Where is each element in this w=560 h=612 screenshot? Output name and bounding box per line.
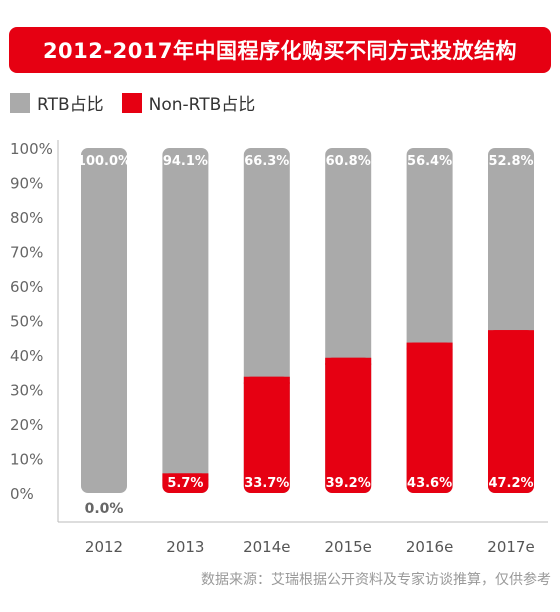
bar-non-rtb <box>325 357 372 493</box>
legend-label-rtb: RTB占比 <box>37 95 104 115</box>
data-label-rtb: 52.8% <box>488 154 533 169</box>
y-tick-label: 10% <box>10 451 43 469</box>
y-tick-label: 50% <box>10 313 43 331</box>
source-note: 数据来源：艾瑞根据公开资料及专家访谈推算，仅供参考 <box>201 572 551 588</box>
x-tick-label: 2014e <box>243 538 290 556</box>
legend-label-non-rtb: Non-RTB占比 <box>148 95 256 115</box>
y-tick-label: 40% <box>10 347 43 365</box>
bar-non-rtb-top-fill <box>325 357 372 365</box>
y-tick-label: 70% <box>10 244 43 262</box>
x-tick-label: 2016e <box>406 538 453 556</box>
data-label-non-rtb: 47.2% <box>488 476 533 491</box>
x-tick-label: 2013 <box>166 538 204 556</box>
legend-item-rtb: RTB占比 <box>10 90 104 115</box>
bar-rtb <box>81 148 127 493</box>
x-tick-label: 2012 <box>85 538 123 556</box>
data-label-rtb: 66.3% <box>244 154 289 169</box>
bar-non-rtb-top-fill <box>162 473 209 481</box>
bar-non-rtb-top-fill <box>243 376 290 384</box>
data-label-non-rtb: 43.6% <box>407 476 452 491</box>
y-tick-label: 100% <box>10 140 53 158</box>
legend-item-non-rtb: Non-RTB占比 <box>121 90 256 115</box>
y-tick-label: 0% <box>10 485 34 503</box>
data-label-non-rtb: 0.0% <box>85 501 124 517</box>
legend-swatch-non-rtb <box>121 92 142 113</box>
title-banner: 2012-2017年中国程序化购买不同方式投放结构 <box>9 27 551 73</box>
data-label-non-rtb: 5.7% <box>167 476 203 491</box>
y-tick-label: 20% <box>10 416 43 434</box>
data-label-rtb: 100.0% <box>77 154 131 169</box>
bar-rtb <box>162 148 209 493</box>
bar-non-rtb-top-fill <box>406 342 453 350</box>
bar-non-rtb-top-fill <box>488 330 534 338</box>
legend-swatch-rtb <box>10 92 30 113</box>
y-tick-label: 30% <box>10 382 43 400</box>
data-label-non-rtb: 33.7% <box>244 476 289 491</box>
legend: RTB占比 Non-RTB占比 <box>10 90 273 115</box>
bar-non-rtb <box>243 376 290 493</box>
data-label-rtb: 94.1% <box>163 154 208 169</box>
data-label-non-rtb: 39.2% <box>326 476 371 491</box>
data-label-rtb: 56.4% <box>407 154 452 169</box>
data-label-rtb: 60.8% <box>326 154 371 169</box>
chart-title: 2012-2017年中国程序化购买不同方式投放结构 <box>42 39 518 63</box>
bar-non-rtb <box>488 330 534 493</box>
x-tick-label: 2017e <box>487 538 534 556</box>
x-tick-label: 2015e <box>324 538 371 556</box>
y-tick-label: 60% <box>10 278 43 296</box>
bar-non-rtb <box>406 342 453 493</box>
y-tick-label: 80% <box>10 209 43 227</box>
y-tick-label: 90% <box>10 175 43 193</box>
